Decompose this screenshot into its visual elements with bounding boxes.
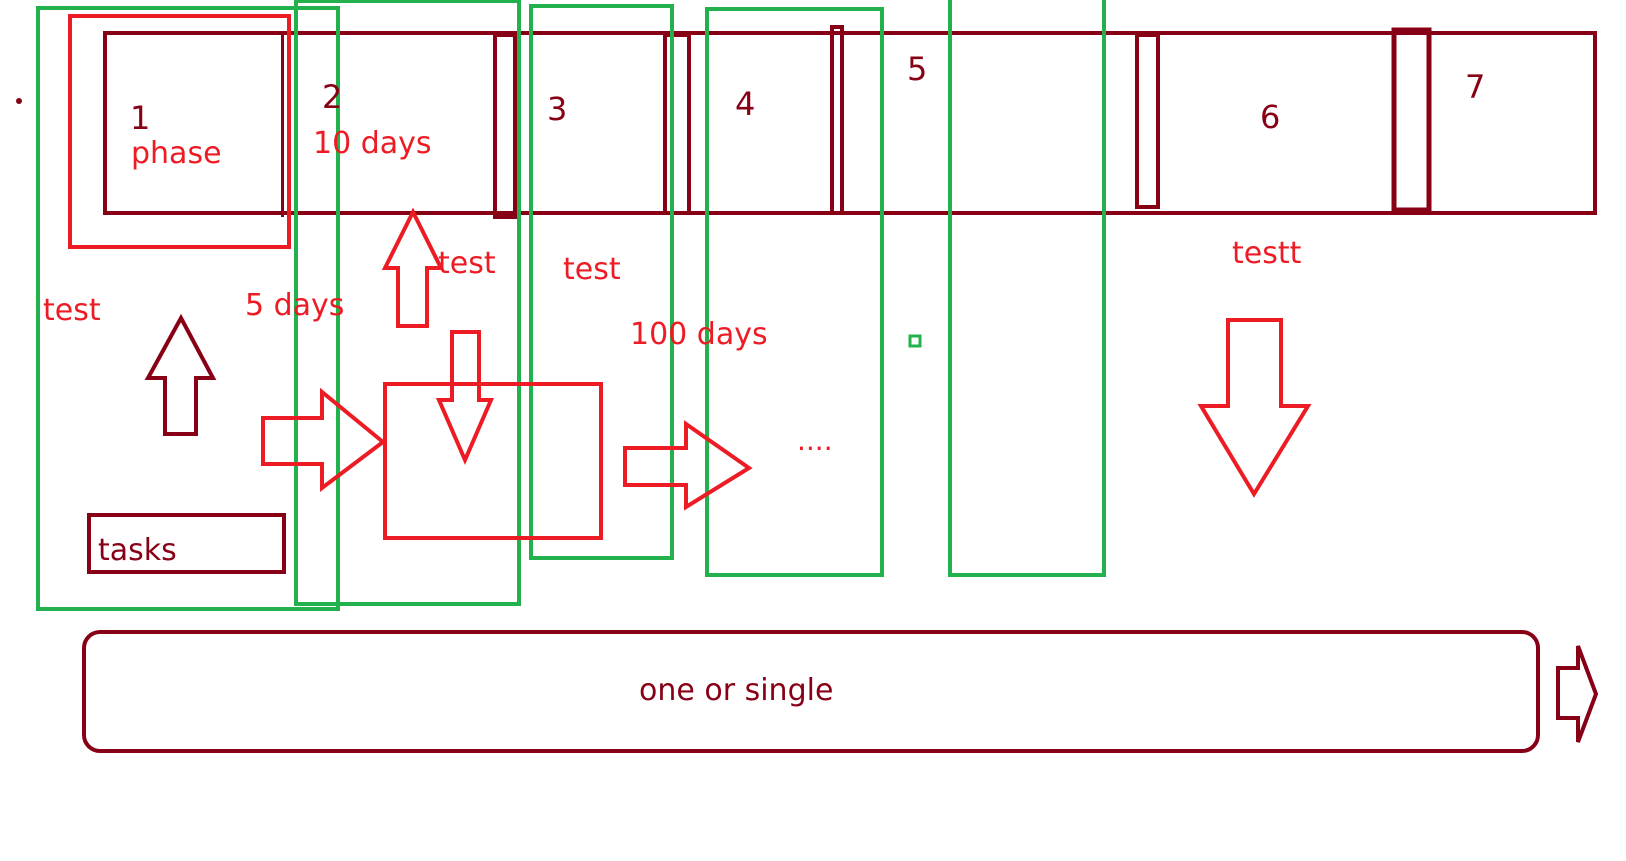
bottom-bar-label: one or single (639, 673, 833, 708)
right-arrow-1-icon (261, 387, 387, 493)
phase-number-2: 2 (322, 78, 342, 116)
phase-number-7: 7 (1465, 68, 1485, 106)
timeline-bar (103, 31, 1597, 215)
testt-label: testt (1232, 236, 1302, 271)
down-arrow-small-icon (435, 330, 495, 466)
test-label-right: test (563, 252, 621, 287)
green-column-3 (529, 4, 674, 560)
phase-divider-6 (1391, 27, 1432, 213)
phase-divider-4 (830, 25, 844, 215)
phase1-highlight (68, 14, 291, 249)
green-column-1 (36, 6, 340, 611)
phase-divider-1 (281, 31, 284, 217)
phase-divider-3 (663, 33, 691, 215)
phase-number-5: 5 (907, 50, 927, 88)
test-label-mid: test (438, 246, 496, 281)
right-arrow-dark-icon (1556, 645, 1599, 743)
red-box (383, 382, 603, 540)
down-arrow-large-icon (1197, 318, 1312, 498)
stray-dot (16, 98, 22, 104)
phase-number-6: 6 (1260, 98, 1280, 136)
green-column-2 (294, 0, 521, 606)
phase-label: phase (131, 136, 222, 171)
tasks-label: tasks (98, 533, 177, 568)
phase-number-1: 1 (130, 99, 150, 137)
bottom-bar (82, 630, 1540, 753)
test-label-left: test (43, 293, 101, 328)
phase-divider-2 (493, 33, 517, 219)
up-arrow-red-icon (381, 207, 445, 328)
tasks-box (87, 513, 286, 574)
up-arrow-dark-icon (144, 313, 217, 436)
duration-100-days: 100 days (630, 317, 768, 352)
right-arrow-2-icon (623, 420, 753, 511)
ellipsis-label: .... (797, 424, 833, 457)
phase-number-4: 4 (735, 85, 755, 123)
duration-10-days: 10 days (313, 126, 432, 161)
duration-5-days: 5 days (245, 288, 344, 323)
green-marker (908, 334, 922, 348)
green-column-5 (948, 0, 1106, 577)
phase-divider-5 (1135, 33, 1160, 209)
green-column-4 (705, 7, 884, 577)
phase-number-3: 3 (547, 90, 567, 128)
